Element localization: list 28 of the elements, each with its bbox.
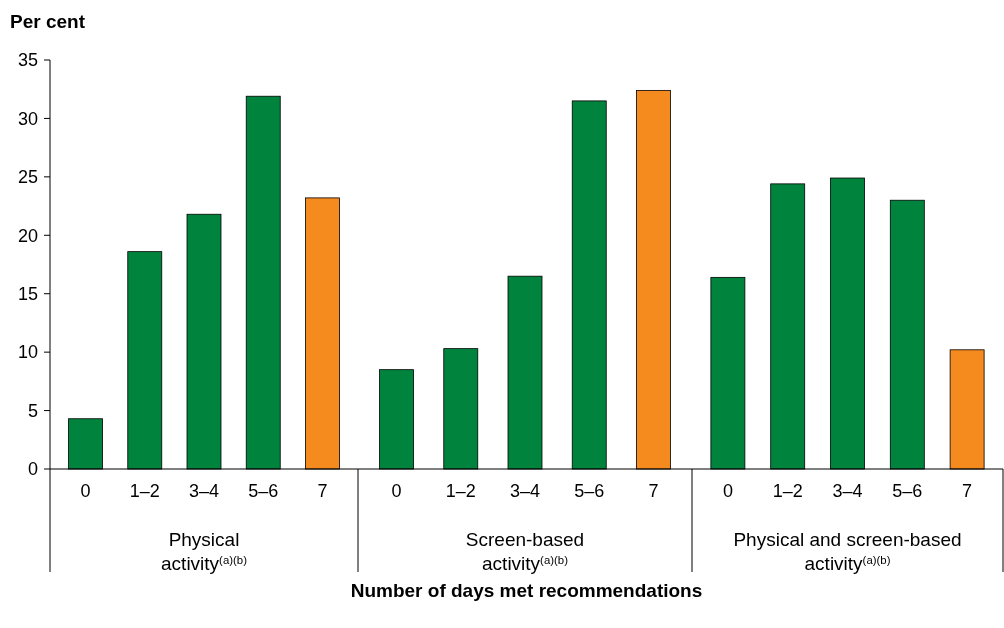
x-tick-label: 3–4 (832, 481, 863, 501)
x-tick-label: 5–6 (892, 481, 923, 501)
y-tick-label: 20 (17, 225, 38, 246)
x-tick-label: 1–2 (129, 481, 160, 501)
x-tick-label: 1–2 (445, 481, 476, 501)
y-axis-title: Per cent (10, 11, 86, 32)
x-tick-label: 5–6 (248, 481, 279, 501)
y-tick-label: 35 (17, 50, 38, 71)
x-tick-label: 0 (391, 481, 402, 501)
x-axis-title: Number of days met recommendations (350, 580, 703, 601)
x-tick-label: 0 (722, 481, 733, 501)
y-tick-label: 5 (27, 400, 38, 421)
x-tick-label: 7 (648, 481, 659, 501)
x-tick-label: 3–4 (188, 481, 220, 501)
y-tick-label: 15 (17, 284, 38, 305)
x-tick-label: 3–4 (509, 481, 541, 501)
x-tick-label: 7 (962, 481, 973, 501)
y-tick-label: 0 (27, 459, 38, 480)
x-tick-label: 0 (80, 481, 91, 501)
text: Physical and screen-based activity$^{(a)(b)}$ (733, 529, 962, 574)
y-tick-label: 30 (17, 108, 38, 129)
text: Screen-based activity$^{(a)(b)}$ (465, 529, 585, 574)
x-tick-label: 1–2 (772, 481, 803, 501)
y-tick-label: 25 (17, 167, 38, 188)
x-tick-label: 7 (317, 481, 328, 501)
y-tick-label: 10 (17, 342, 38, 363)
x-tick-label: 5–6 (574, 481, 605, 501)
text: Physical activity$^{(a)(b)}$ (161, 529, 248, 574)
